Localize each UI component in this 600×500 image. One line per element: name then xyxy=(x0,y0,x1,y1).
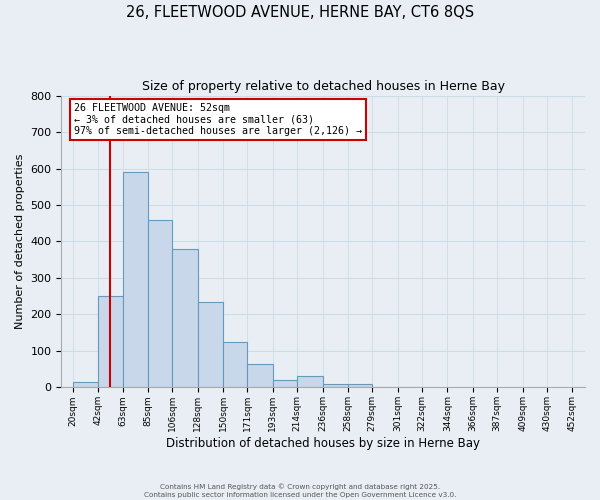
Bar xyxy=(223,342,247,388)
Text: Contains HM Land Registry data © Crown copyright and database right 2025.
Contai: Contains HM Land Registry data © Crown c… xyxy=(144,484,456,498)
Bar xyxy=(198,302,223,388)
Bar xyxy=(73,382,98,388)
Bar xyxy=(297,376,323,388)
Bar xyxy=(398,386,422,388)
Y-axis label: Number of detached properties: Number of detached properties xyxy=(15,154,25,329)
Title: Size of property relative to detached houses in Herne Bay: Size of property relative to detached ho… xyxy=(142,80,505,93)
Bar xyxy=(122,172,148,388)
Bar xyxy=(323,384,348,388)
Text: 26 FLEETWOOD AVENUE: 52sqm
← 3% of detached houses are smaller (63)
97% of semi-: 26 FLEETWOOD AVENUE: 52sqm ← 3% of detac… xyxy=(74,103,362,136)
Bar xyxy=(373,386,398,388)
Bar xyxy=(172,249,198,388)
X-axis label: Distribution of detached houses by size in Herne Bay: Distribution of detached houses by size … xyxy=(166,437,480,450)
Bar xyxy=(273,380,297,388)
Bar xyxy=(148,220,172,388)
Bar xyxy=(98,296,122,388)
Bar xyxy=(348,384,373,388)
Text: 26, FLEETWOOD AVENUE, HERNE BAY, CT6 8QS: 26, FLEETWOOD AVENUE, HERNE BAY, CT6 8QS xyxy=(126,5,474,20)
Bar xyxy=(247,364,273,388)
